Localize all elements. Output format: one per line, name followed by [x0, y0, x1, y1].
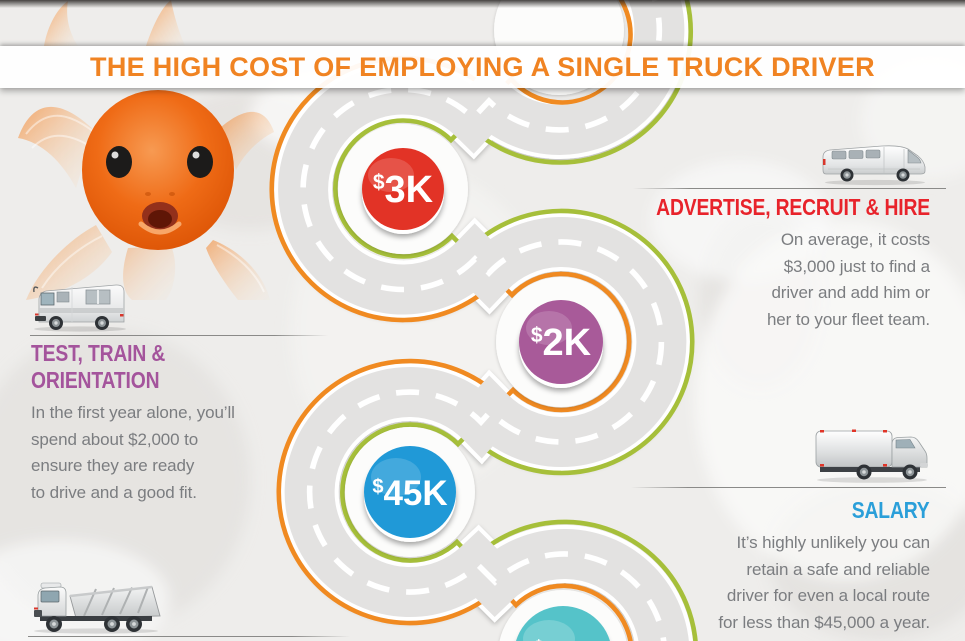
divider-bottom [28, 636, 350, 638]
fish-fin [220, 111, 274, 170]
body-line: On average, it costs [780, 230, 930, 249]
road-center-dashes [300, 0, 667, 641]
section-salary: SALARY It’s highly unlikely you can reta… [590, 497, 930, 636]
goldfish-illustration [18, 0, 274, 300]
section-test-heading-text: TEST, TRAIN & ORIENTATION [31, 340, 166, 393]
body-line: It’s highly unlikely you can [736, 533, 931, 552]
header-band: THE HIGH COST OF EMPLOYING A SINGLE TRUC… [0, 46, 965, 88]
fish-fin [123, 246, 176, 300]
badge-circle [364, 446, 456, 538]
section-salary-heading-text: SALARY [852, 497, 930, 523]
body-line: to drive and a good fit. [31, 482, 197, 502]
body-line: $3,000 just to find a [783, 256, 930, 276]
fish-lip [138, 221, 182, 235]
badge-label: $3K [373, 169, 434, 211]
fish-fin-rays [25, 114, 265, 293]
divider-salary [631, 487, 946, 489]
fish-eye [187, 146, 213, 178]
fish-eye-glint [192, 151, 200, 159]
fish-eye-glint [111, 151, 119, 159]
step-van-icon [33, 284, 126, 332]
badge-gloss [526, 311, 572, 345]
cost-badge-3k: $3K [362, 148, 444, 234]
cargo-van-icon [822, 145, 926, 186]
fish-fin [18, 106, 94, 188]
badge-circle [516, 606, 610, 641]
body-line: spend about $2,000 to [31, 429, 199, 449]
divider-advertise [633, 188, 946, 190]
body-line: ensure they are ready [31, 456, 195, 475]
body-line: In the first year alone, you’ll [31, 403, 235, 422]
dump-truck-icon [34, 582, 161, 634]
fish-fin [206, 240, 270, 300]
badge-gloss [371, 458, 421, 496]
section-test: TEST, TRAIN & ORIENTATION In the first y… [31, 340, 341, 506]
body-line: driver and add him or [771, 283, 930, 302]
section-advertise-heading: ADVERTISE, RECRUIT & HIRE [600, 194, 930, 222]
cost-badge-2k-bottom: $2K [516, 606, 610, 641]
badge-gloss [523, 620, 575, 641]
fish-eye [106, 146, 132, 178]
section-advertise: ADVERTISE, RECRUIT & HIRE On average, it… [600, 194, 930, 333]
badge-label: $2K [531, 322, 592, 364]
fish-mouth-inner [148, 210, 172, 228]
divider-test [30, 335, 328, 337]
badge-gloss [368, 158, 414, 192]
section-test-heading: TEST, TRAIN & ORIENTATION [31, 340, 341, 395]
section-salary-heading: SALARY [590, 497, 930, 525]
cost-badge-2k: $2K [519, 300, 603, 388]
top-edge-shadow [0, 0, 965, 8]
fish-nostril [169, 192, 175, 196]
badge-circle [519, 300, 603, 384]
body-line: for less than $45,000 a year. [718, 612, 930, 632]
badge-label: $2K [533, 635, 594, 641]
section-advertise-heading-text: ADVERTISE, RECRUIT & HIRE [656, 194, 930, 220]
body-line: her to your fleet team. [766, 309, 930, 329]
fish-fin [26, 225, 112, 300]
cost-badge-45k: $45K [364, 446, 456, 542]
fish-tail-fin [44, 1, 78, 46]
page-title: THE HIGH COST OF EMPLOYING A SINGLE TRUC… [90, 51, 875, 82]
fish-nostril [145, 192, 151, 196]
body-line: driver for even a local route [726, 586, 930, 605]
body-line: retain a safe and reliable [746, 559, 930, 579]
badge-label: $45K [372, 474, 447, 513]
badge-circle [362, 148, 444, 230]
fish-tail-fin [146, 0, 185, 46]
box-truck-icon [815, 429, 928, 483]
fish-body [82, 90, 234, 250]
